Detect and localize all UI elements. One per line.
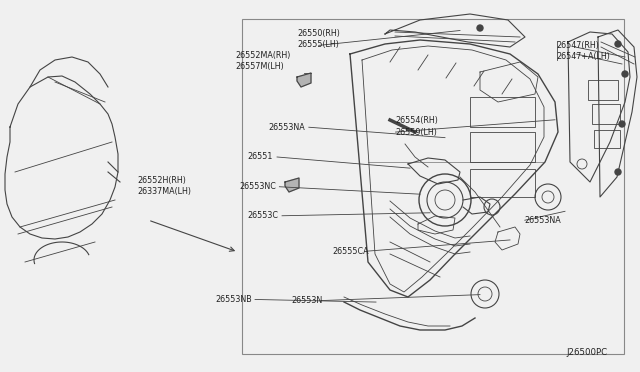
Text: 26551: 26551 <box>247 153 273 161</box>
Text: 26554(RH)
26559(LH): 26554(RH) 26559(LH) <box>396 116 438 137</box>
Text: 26552H(RH)
26337MA(LH): 26552H(RH) 26337MA(LH) <box>138 176 191 196</box>
Bar <box>588 80 618 100</box>
Text: 26550(RH)
26555(LH): 26550(RH) 26555(LH) <box>298 29 340 49</box>
Circle shape <box>622 71 628 77</box>
Bar <box>470 97 535 127</box>
Text: 26553N: 26553N <box>291 296 323 305</box>
Text: J26500PC: J26500PC <box>566 348 607 357</box>
Text: 26552MA(RH)
26557M(LH): 26552MA(RH) 26557M(LH) <box>236 51 291 71</box>
Text: 26553C: 26553C <box>247 211 278 220</box>
Circle shape <box>477 25 483 31</box>
Bar <box>594 130 620 148</box>
Text: 26553NC: 26553NC <box>239 182 276 191</box>
Text: 26553NB: 26553NB <box>215 295 252 304</box>
Text: 26553NA: 26553NA <box>525 216 561 225</box>
Circle shape <box>619 121 625 127</box>
Text: 26553NA: 26553NA <box>269 123 305 132</box>
Bar <box>470 132 535 162</box>
Bar <box>592 104 620 124</box>
Text: 26547(RH)
26547+A(LH): 26547(RH) 26547+A(LH) <box>557 41 611 61</box>
Polygon shape <box>285 178 299 192</box>
Text: 26555CA: 26555CA <box>333 247 369 256</box>
Polygon shape <box>297 73 311 87</box>
Bar <box>470 169 535 197</box>
Circle shape <box>615 169 621 175</box>
Circle shape <box>615 41 621 47</box>
Bar <box>242 19 624 354</box>
